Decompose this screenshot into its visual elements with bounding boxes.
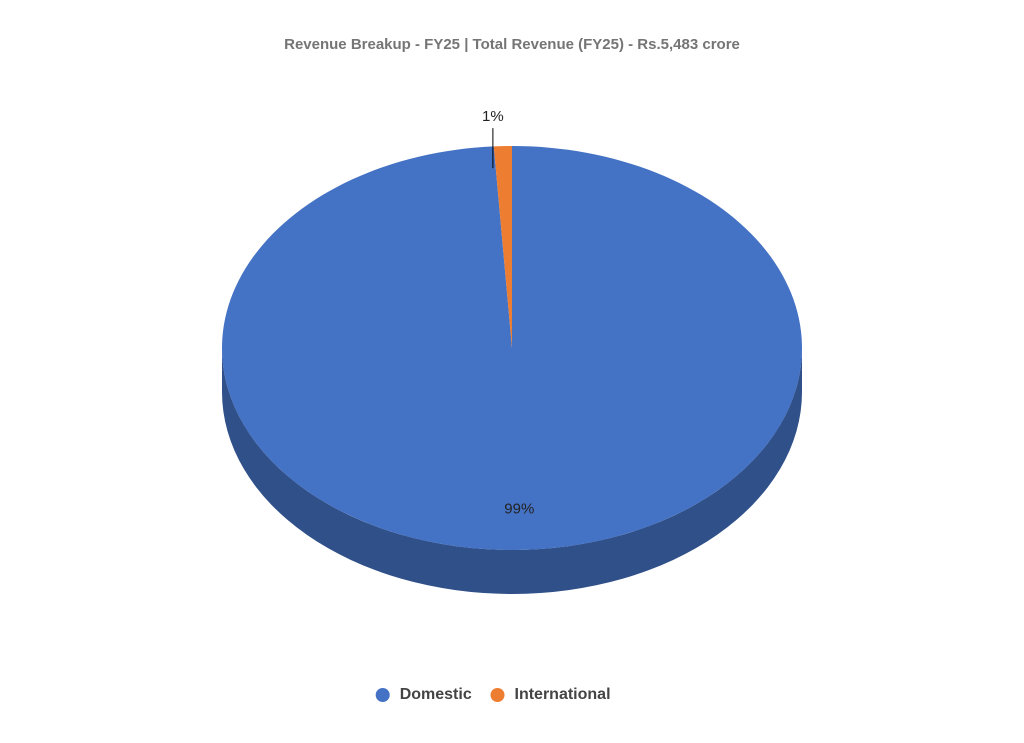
legend-label: Domestic xyxy=(400,686,472,703)
data-label: 1% xyxy=(482,108,504,125)
data-label: 99% xyxy=(504,500,534,517)
slice xyxy=(222,146,803,551)
legend-marker xyxy=(490,688,505,702)
legend-marker xyxy=(375,688,390,702)
slice xyxy=(493,146,512,348)
legend-label: International xyxy=(515,686,611,703)
chart-title: Revenue Breakup - FY25 | Total Revenue (… xyxy=(284,36,740,53)
slice-side xyxy=(222,348,802,594)
